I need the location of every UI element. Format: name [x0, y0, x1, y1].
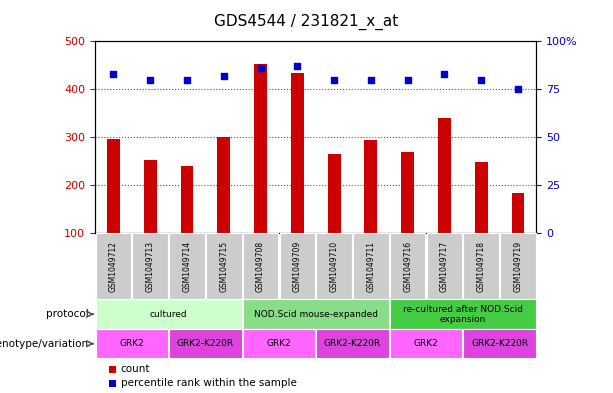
- Text: GSM1049718: GSM1049718: [477, 241, 485, 292]
- Text: GSM1049719: GSM1049719: [514, 241, 522, 292]
- Text: genotype/variation: genotype/variation: [0, 339, 89, 349]
- Text: GSM1049711: GSM1049711: [367, 241, 375, 292]
- Text: GSM1049715: GSM1049715: [219, 241, 228, 292]
- Point: [440, 71, 449, 77]
- Point: [476, 76, 486, 83]
- Point: [145, 76, 155, 83]
- Text: percentile rank within the sample: percentile rank within the sample: [121, 378, 297, 388]
- Point: [292, 63, 302, 69]
- Text: GSM1049708: GSM1049708: [256, 241, 265, 292]
- Bar: [254, 64, 267, 233]
- Text: GRK2-K220R: GRK2-K220R: [471, 339, 528, 348]
- Text: GRK2-K220R: GRK2-K220R: [177, 339, 234, 348]
- Bar: [143, 160, 157, 233]
- Text: cultured: cultured: [150, 310, 188, 319]
- Point: [329, 76, 339, 83]
- Text: re-cultured after NOD.Scid
expansion: re-cultured after NOD.Scid expansion: [403, 305, 523, 324]
- Bar: [328, 154, 341, 233]
- Bar: [218, 138, 230, 233]
- Text: protocol: protocol: [46, 309, 89, 319]
- Point: [513, 86, 523, 92]
- Text: GSM1049710: GSM1049710: [330, 241, 338, 292]
- Bar: [107, 140, 120, 233]
- Bar: [365, 140, 378, 233]
- Bar: [438, 118, 451, 233]
- Text: GSM1049714: GSM1049714: [183, 241, 191, 292]
- Text: NOD.Scid mouse-expanded: NOD.Scid mouse-expanded: [254, 310, 378, 319]
- Bar: [512, 193, 525, 233]
- Text: GDS4544 / 231821_x_at: GDS4544 / 231821_x_at: [215, 14, 398, 30]
- Text: GRK2: GRK2: [267, 339, 291, 348]
- Point: [256, 65, 265, 71]
- Bar: [475, 162, 488, 233]
- Text: GRK2-K220R: GRK2-K220R: [324, 339, 381, 348]
- Text: GSM1049713: GSM1049713: [146, 241, 154, 292]
- Point: [182, 76, 192, 83]
- Bar: [181, 166, 194, 233]
- Point: [219, 73, 229, 79]
- Text: GSM1049712: GSM1049712: [109, 241, 118, 292]
- Bar: [402, 152, 414, 233]
- Bar: [291, 73, 304, 233]
- Text: GSM1049716: GSM1049716: [403, 241, 412, 292]
- Point: [403, 76, 413, 83]
- Text: GRK2: GRK2: [414, 339, 438, 348]
- Point: [366, 76, 376, 83]
- Point: [109, 71, 118, 77]
- Text: GRK2: GRK2: [120, 339, 144, 348]
- Text: GSM1049717: GSM1049717: [440, 241, 449, 292]
- Text: count: count: [121, 364, 150, 375]
- Text: GSM1049709: GSM1049709: [293, 241, 302, 292]
